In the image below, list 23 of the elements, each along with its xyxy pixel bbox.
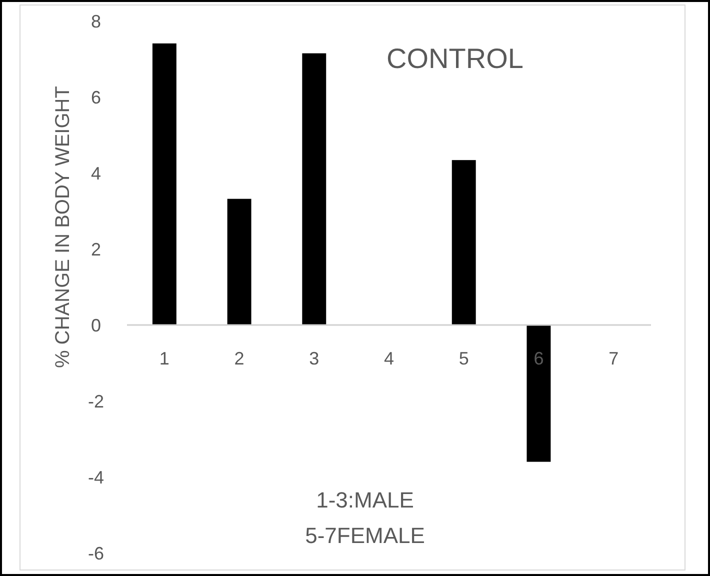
y-tick-label: 0 (90, 315, 102, 336)
x-tick-label: 5 (458, 348, 469, 368)
x-tick-label: 2 (234, 348, 244, 368)
y-axis-title: % CHANGE IN BODY WEIGHT (52, 86, 74, 368)
x-tick-label: 7 (608, 348, 619, 368)
y-tick-label: -4 (88, 467, 104, 488)
y-tick-label: 4 (90, 163, 102, 184)
y-tick-label: 2 (90, 239, 102, 260)
x-tick-label: 1 (159, 348, 170, 368)
y-tick-label: -6 (88, 543, 104, 564)
y-tick-label: -2 (88, 391, 104, 412)
x-tick-label: 6 (534, 348, 544, 368)
bar (152, 43, 176, 325)
x-tick-label: 4 (384, 348, 394, 368)
bar (452, 160, 476, 325)
annotation: 1-3:MALE 5-7FEMALE (305, 488, 425, 548)
bar (526, 325, 551, 462)
y-tick-label: 6 (90, 87, 102, 108)
y-tick-label: 8 (90, 11, 102, 32)
x-tick-label: 3 (309, 348, 320, 368)
annotation: CONTROL (386, 42, 524, 74)
bar (227, 198, 252, 325)
bar (302, 53, 326, 325)
